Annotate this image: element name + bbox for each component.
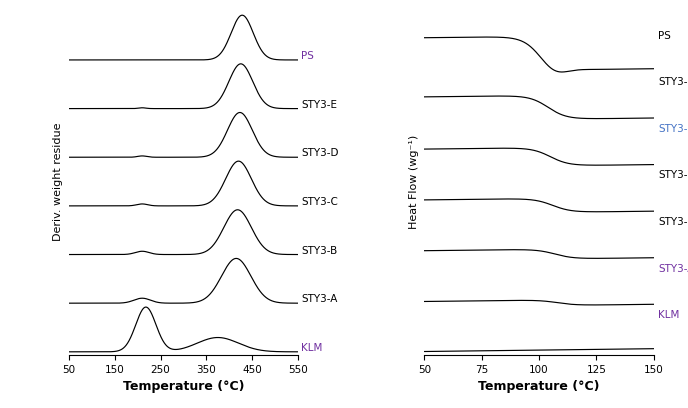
Text: STY3-E: STY3-E [301,100,337,110]
X-axis label: Temperature (°C): Temperature (°C) [478,380,600,393]
Text: KLM: KLM [658,310,680,320]
Text: STY3-C: STY3-C [658,171,688,180]
Text: PS: PS [301,51,314,61]
Text: KLM: KLM [301,343,322,353]
Text: STY3-D: STY3-D [658,124,688,134]
X-axis label: Temperature (°C): Temperature (°C) [122,380,244,393]
Text: STY3-B: STY3-B [301,246,337,256]
Y-axis label: Heat Flow (wg⁻¹): Heat Flow (wg⁻¹) [409,134,419,229]
Text: STY3-E: STY3-E [658,77,688,87]
Text: PS: PS [658,31,671,41]
Text: STY3-A: STY3-A [301,294,337,304]
Text: STY3-C: STY3-C [301,197,338,207]
Y-axis label: Deriv. weight residue: Deriv. weight residue [53,122,63,241]
Text: STY3-A: STY3-A [658,264,688,274]
Text: STY3-B: STY3-B [658,217,688,227]
Text: STY3-D: STY3-D [301,149,338,158]
